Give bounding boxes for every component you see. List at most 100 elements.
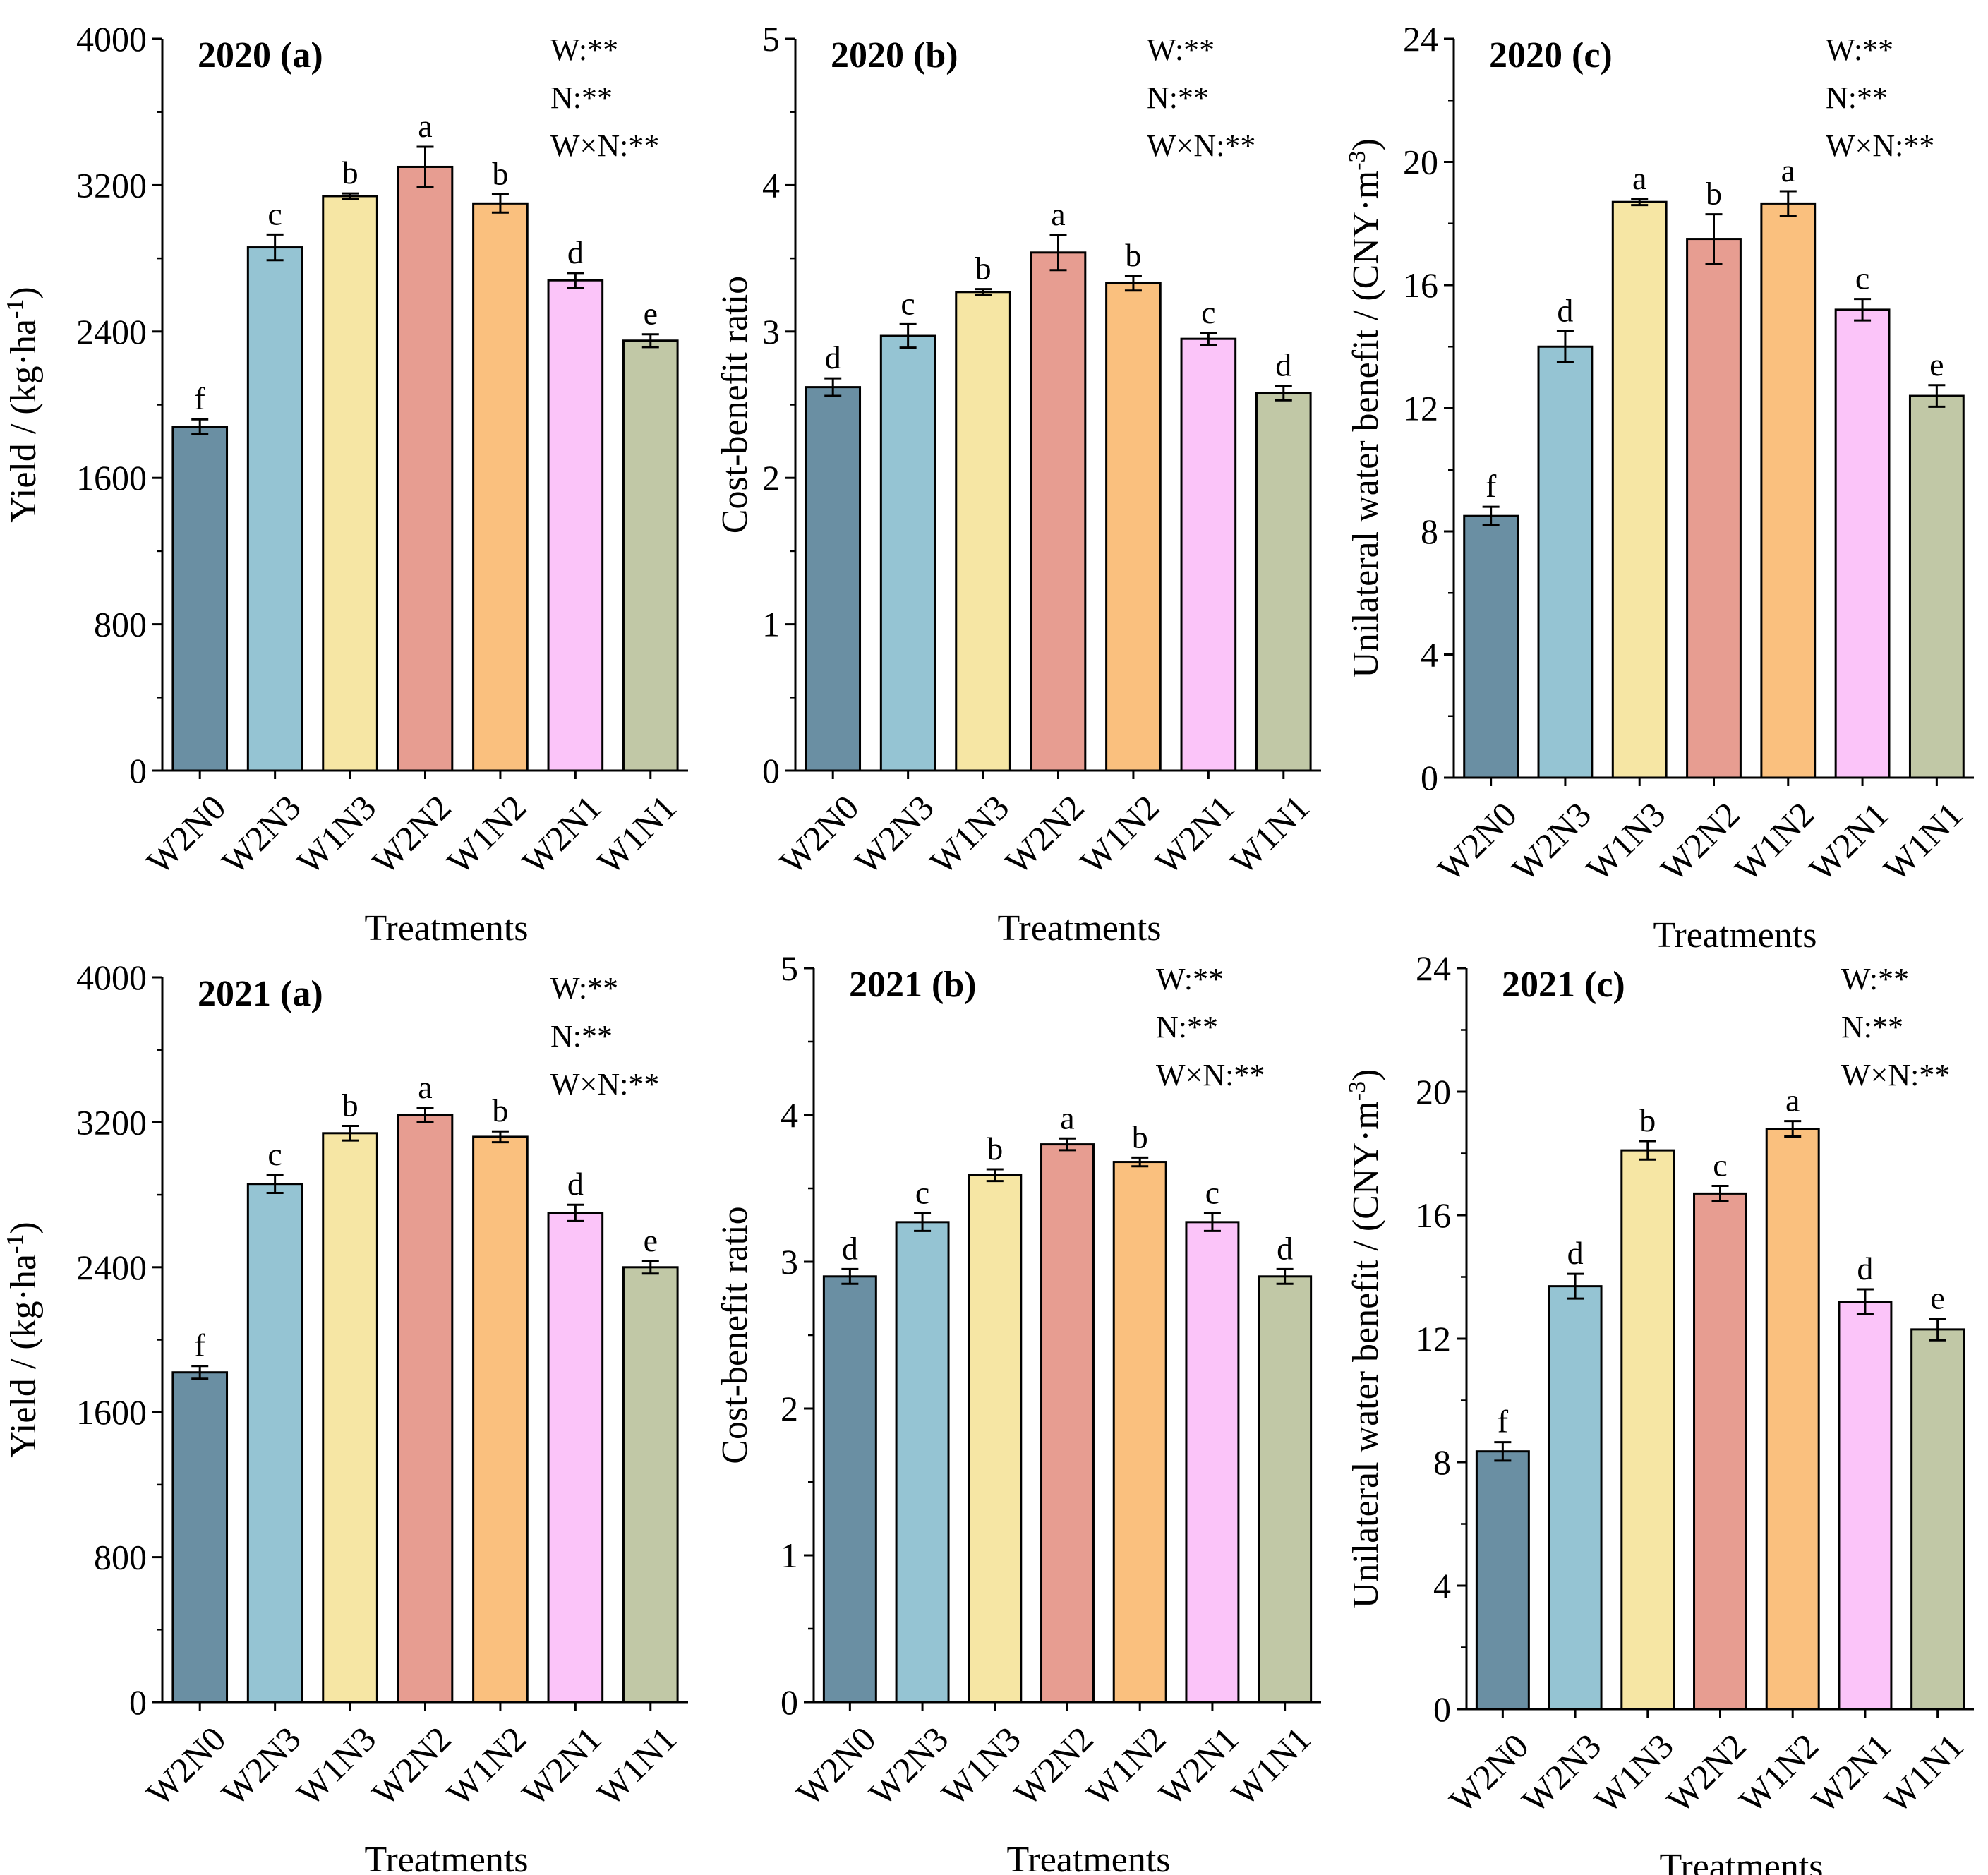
stat-annotation: N:**: [550, 1019, 613, 1054]
significance-letter: d: [1557, 292, 1573, 328]
bar-W1N2: [1105, 282, 1162, 772]
bar-W1N1: [622, 339, 679, 772]
significance-letter: c: [1855, 260, 1869, 296]
significance-letter: b: [492, 155, 508, 191]
y-tick-label: 8: [1433, 1442, 1451, 1482]
x-category-label: W1N2: [439, 788, 534, 882]
significance-letter: b: [492, 1092, 508, 1128]
significance-letter: d: [1275, 347, 1291, 383]
x-category-label: W1N2: [439, 1719, 534, 1814]
bar-W2N3: [246, 1183, 303, 1704]
bar-W2N1: [547, 1212, 604, 1704]
y-tick-label: 1: [762, 605, 780, 644]
bar-W1N1: [1910, 1328, 1965, 1711]
x-category-label: W1N3: [934, 1719, 1028, 1814]
stat-annotation: N:**: [550, 80, 613, 115]
x-category-label: W2N3: [1504, 795, 1598, 889]
x-category-label: W2N3: [1514, 1726, 1608, 1821]
y-tick-label: 0: [129, 751, 147, 790]
bar-W2N0: [171, 1371, 229, 1704]
bar-W1N1: [1255, 392, 1312, 772]
x-category-label: W2N2: [1659, 1726, 1754, 1821]
significance-letter: b: [975, 251, 992, 287]
y-tick-label: 20: [1403, 143, 1438, 182]
significance-letter: b: [1639, 1102, 1656, 1138]
significance-letter: d: [1567, 1235, 1584, 1271]
significance-letter: b: [342, 1087, 359, 1123]
y-tick-label: 4000: [76, 19, 147, 59]
y-axis-title: Cost-benefit ratio: [715, 276, 755, 533]
panel-title: 2020 (a): [198, 35, 323, 76]
significance-letter: d: [825, 339, 841, 375]
significance-letter: f: [195, 380, 206, 416]
bar-W1N2: [1760, 202, 1817, 779]
stat-annotation: W×N:**: [1841, 1058, 1950, 1092]
significance-letter: e: [644, 1222, 658, 1258]
stat-annotation: W×N:**: [550, 1067, 659, 1102]
significance-letter: e: [644, 296, 658, 332]
significance-letter: b: [1125, 237, 1141, 273]
bar-W2N3: [879, 334, 936, 772]
y-tick-label: 3: [781, 1242, 798, 1282]
y-tick-label: 2400: [76, 1248, 147, 1287]
y-axis-title-superscript: -1: [2, 1234, 28, 1254]
stat-annotation: N:**: [1826, 80, 1888, 115]
x-category-label: W1N3: [1586, 1726, 1681, 1821]
stat-annotation: N:**: [1841, 1010, 1903, 1044]
y-axis-title-superscript: -3: [1344, 150, 1370, 170]
chart-panel-2020-a: 0 800 1600 2400 3200 4000 f W2N0 c W2N3 b W1N3 a W2N2…: [2, 19, 688, 948]
y-tick-label: 4: [781, 1095, 798, 1135]
bar-W2N1: [1834, 308, 1891, 779]
y-tick-label: 2: [781, 1389, 798, 1428]
x-category-label: W1N1: [1222, 788, 1317, 882]
y-tick-label: 4: [1433, 1566, 1451, 1605]
x-category-label: W1N2: [1072, 788, 1167, 882]
bar-W2N0: [171, 426, 229, 772]
bar-W1N1: [1258, 1275, 1313, 1704]
y-axis-title-main: Cost-benefit ratio: [715, 276, 755, 533]
stat-annotation: W×N:**: [1156, 1058, 1265, 1092]
y-tick-label: 4000: [76, 958, 147, 997]
y-axis-title-superscript: -1: [2, 299, 28, 319]
bar-W2N2: [1040, 1143, 1095, 1704]
y-tick-label: 8: [1421, 512, 1438, 551]
significance-letter: c: [1205, 1174, 1219, 1210]
significance-letter: c: [267, 195, 282, 231]
y-axis-title-end: ): [1346, 1069, 1386, 1081]
significance-letter: a: [1632, 160, 1646, 196]
y-axis-title: Unilateral water benefit / (CNY·m-3): [1344, 1069, 1386, 1609]
y-tick-label: 800: [94, 1538, 147, 1577]
chart-panel-2020-c: 0 4 8 12 16 20 24 f W2N0 d W2N3 a W1N3 b W2N2 a W1N2 c W2N…: [1344, 19, 1974, 955]
bar-W2N3: [1548, 1285, 1603, 1711]
significance-letter: a: [418, 108, 432, 144]
y-tick-label: 5: [762, 19, 780, 59]
y-tick-label: 0: [781, 1682, 798, 1722]
y-axis-title-main: Yield / (kg·ha: [4, 319, 44, 523]
y-axis-title: Yield / (kg·ha-1): [2, 1222, 44, 1457]
y-tick-label: 4: [1421, 635, 1438, 675]
stat-annotation: W:**: [1147, 32, 1215, 67]
y-axis-title-main: Yield / (kg·ha: [4, 1254, 44, 1458]
x-category-label: W2N2: [364, 1719, 459, 1814]
significance-letter: c: [267, 1136, 282, 1172]
stat-annotation: N:**: [1147, 80, 1209, 115]
y-tick-label: 3: [762, 312, 780, 351]
x-category-label: W2N1: [514, 788, 609, 882]
x-category-label: W2N0: [789, 1719, 884, 1814]
bar-W2N2: [397, 1114, 454, 1704]
bar-W1N2: [472, 1135, 529, 1704]
x-axis-title: Treatments: [364, 908, 528, 948]
bar-W1N3: [968, 1174, 1023, 1704]
y-axis-title: Cost-benefit ratio: [715, 1206, 755, 1464]
x-category-label: W2N3: [214, 788, 308, 882]
bar-W2N0: [1463, 514, 1519, 779]
x-category-label: W2N0: [139, 1719, 234, 1814]
significance-letter: f: [1486, 468, 1497, 504]
x-category-label: W1N3: [1579, 795, 1673, 889]
x-category-label: W2N1: [1151, 1719, 1246, 1814]
stat-annotation: W:**: [550, 971, 618, 1006]
bar-W2N1: [1838, 1301, 1893, 1711]
x-category-label: W2N3: [861, 1719, 956, 1814]
y-tick-label: 12: [1403, 389, 1438, 428]
x-category-label: W1N1: [1224, 1719, 1318, 1814]
